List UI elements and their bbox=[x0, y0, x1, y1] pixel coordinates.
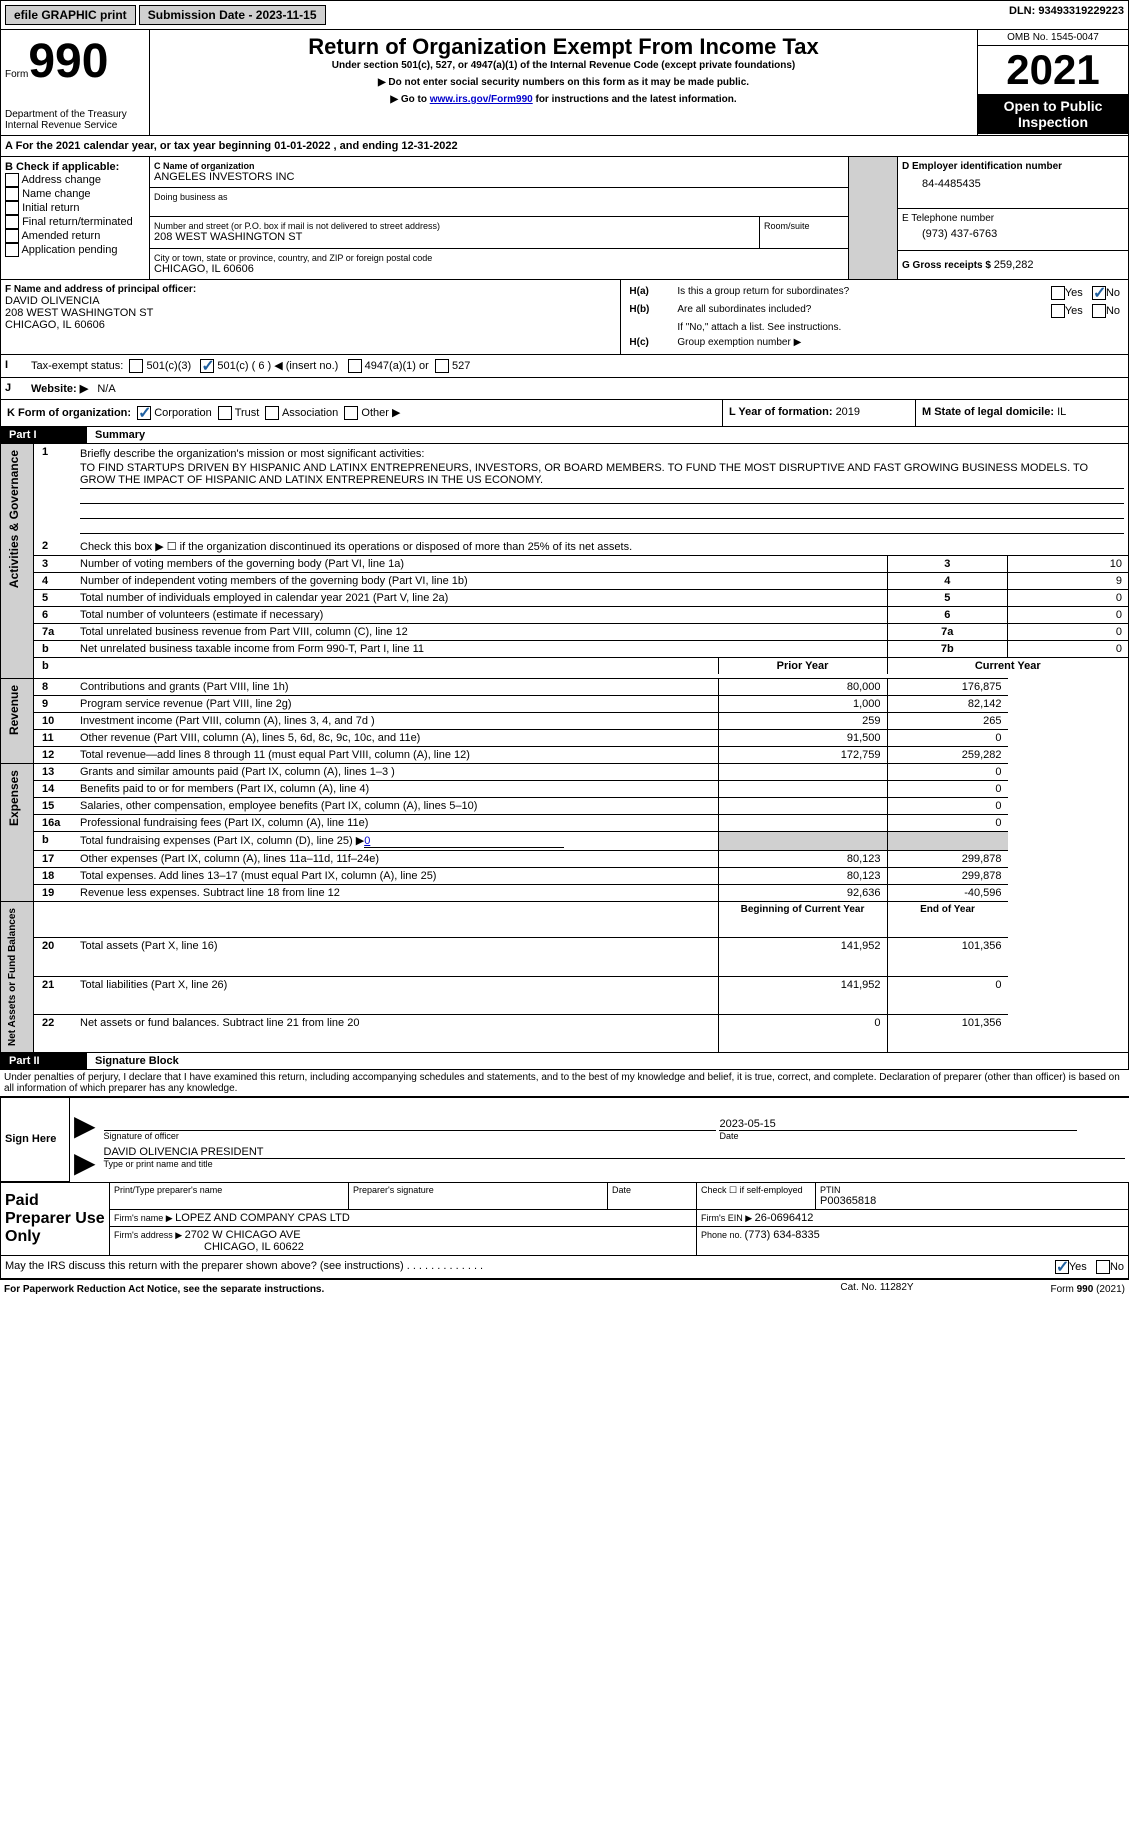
checkbox-amended-return[interactable] bbox=[5, 229, 19, 243]
sidelabel-exp: Expenses bbox=[5, 766, 23, 830]
part2-label: Part II bbox=[1, 1053, 88, 1070]
form-label: Form bbox=[5, 69, 28, 80]
form-title: Return of Organization Exempt From Incom… bbox=[154, 34, 973, 60]
efile-print-button[interactable]: efile GRAPHIC print bbox=[5, 5, 136, 25]
year-formation: 2019 bbox=[836, 406, 860, 418]
city-value: CHICAGO, IL 60606 bbox=[154, 263, 844, 275]
checkbox-discuss-yes[interactable] bbox=[1055, 1260, 1069, 1274]
top-header-bar: efile GRAPHIC print Submission Date - 20… bbox=[0, 0, 1129, 30]
open-public-label: Open to Public Inspection bbox=[978, 94, 1128, 134]
tax-year: 2021 bbox=[978, 46, 1128, 94]
checkbox-final-return[interactable] bbox=[5, 215, 19, 229]
exp-13: 0 bbox=[887, 764, 1008, 781]
val-7a: 0 bbox=[1008, 624, 1129, 641]
checkbox-4947[interactable] bbox=[348, 359, 362, 373]
firm-phone: (773) 634-8335 bbox=[745, 1229, 820, 1241]
val-5: 0 bbox=[1008, 590, 1129, 607]
part1-subtitle: Summary bbox=[87, 427, 1129, 444]
sidelabel-net: Net Assets or Fund Balances bbox=[5, 904, 20, 1050]
checkbox-initial-return[interactable] bbox=[5, 201, 19, 215]
website-value: N/A bbox=[97, 383, 115, 395]
org-name: ANGELES INVESTORS INC bbox=[154, 171, 844, 183]
form-subtitle: Under section 501(c), 527, or 4947(a)(1)… bbox=[154, 60, 973, 71]
paid-preparer-block: Paid Preparer Use Only Print/Type prepar… bbox=[0, 1182, 1129, 1256]
checkbox-hb-no[interactable] bbox=[1092, 304, 1106, 318]
net-20: 101,356 bbox=[887, 938, 1008, 976]
perjury-declaration: Under penalties of perjury, I declare th… bbox=[0, 1070, 1129, 1096]
omb-label: OMB No. 1545-0047 bbox=[978, 30, 1128, 46]
warning1: ▶ Do not enter social security numbers o… bbox=[154, 77, 973, 88]
header-block: B Check if applicable: Address change Na… bbox=[0, 157, 1129, 280]
checkbox-ha-no[interactable] bbox=[1092, 286, 1106, 300]
part1-label: Part I bbox=[1, 427, 88, 444]
dln-label: DLN: 93493319229223 bbox=[821, 1, 1129, 30]
checkbox-address-change[interactable] bbox=[5, 173, 19, 187]
val-3: 10 bbox=[1008, 556, 1129, 573]
checkbox-corporation[interactable] bbox=[137, 406, 151, 420]
state-domicile: IL bbox=[1057, 406, 1066, 418]
line-a: A For the 2021 calendar year, or tax yea… bbox=[0, 136, 1129, 157]
fundraising-link[interactable]: 0 bbox=[364, 835, 370, 847]
checkbox-501c3[interactable] bbox=[129, 359, 143, 373]
exp-16a: 0 bbox=[887, 815, 1008, 832]
checkbox-trust[interactable] bbox=[218, 406, 232, 420]
sidelabel-rev: Revenue bbox=[5, 681, 23, 739]
page-footer: For Paperwork Reduction Act Notice, see … bbox=[0, 1279, 1129, 1299]
f-h-block: F Name and address of principal officer:… bbox=[0, 280, 1129, 355]
sidelabel-ag: Activities & Governance bbox=[5, 446, 23, 592]
checkbox-name-change[interactable] bbox=[5, 187, 19, 201]
officer-printed-name: DAVID OLIVENCIA PRESIDENT bbox=[104, 1146, 1125, 1159]
exp-19: -40,596 bbox=[887, 885, 1008, 902]
part2-subtitle: Signature Block bbox=[87, 1053, 1129, 1070]
rev-10: 265 bbox=[887, 713, 1008, 730]
net-22: 101,356 bbox=[887, 1014, 1008, 1052]
rev-9: 82,142 bbox=[887, 696, 1008, 713]
irs-label: Internal Revenue Service bbox=[5, 120, 145, 131]
officer-name: DAVID OLIVENCIA bbox=[5, 295, 616, 307]
exp-14: 0 bbox=[887, 781, 1008, 798]
checkbox-app-pending[interactable] bbox=[5, 243, 19, 257]
rev-11: 0 bbox=[887, 730, 1008, 747]
gross-receipts: 259,282 bbox=[994, 259, 1034, 271]
sign-here-block: Sign Here ▶ Signature of officer 2023-05… bbox=[0, 1096, 1129, 1182]
val-6: 0 bbox=[1008, 607, 1129, 624]
firm-ein: 26-0696412 bbox=[755, 1212, 814, 1224]
firm-address: 2702 W CHICAGO AVE bbox=[185, 1229, 301, 1241]
checkbox-ha-yes[interactable] bbox=[1051, 286, 1065, 300]
street-value: 208 WEST WASHINGTON ST bbox=[154, 231, 755, 243]
checkbox-527[interactable] bbox=[435, 359, 449, 373]
rev-8: 176,875 bbox=[887, 679, 1008, 696]
sig-date: 2023-05-15 bbox=[719, 1118, 1077, 1131]
warning2: ▶ Go to www.irs.gov/Form990 for instruct… bbox=[154, 94, 973, 105]
exp-18: 299,878 bbox=[887, 868, 1008, 885]
firm-name: LOPEZ AND COMPANY CPAS LTD bbox=[175, 1212, 350, 1224]
checkbox-other[interactable] bbox=[344, 406, 358, 420]
rev-12: 259,282 bbox=[887, 747, 1008, 764]
signature-arrow-icon: ▶ bbox=[74, 1110, 96, 1141]
checkbox-501c[interactable] bbox=[200, 359, 214, 373]
checkbox-hb-yes[interactable] bbox=[1051, 304, 1065, 318]
part1-body: Activities & Governance 1 Briefly descri… bbox=[0, 444, 1129, 1053]
form-header: Form990 Department of the Treasury Inter… bbox=[0, 30, 1129, 136]
irs-link[interactable]: www.irs.gov/Form990 bbox=[430, 94, 533, 105]
submission-date-label: Submission Date - 2023-11-15 bbox=[139, 5, 326, 25]
line-b: B Check if applicable: Address change Na… bbox=[1, 157, 150, 280]
mission-text: TO FIND STARTUPS DRIVEN BY HISPANIC AND … bbox=[80, 460, 1124, 489]
exp-15: 0 bbox=[887, 798, 1008, 815]
val-7b: 0 bbox=[1008, 641, 1129, 658]
ein-value: 84-4485435 bbox=[902, 178, 1124, 190]
val-4: 9 bbox=[1008, 573, 1129, 590]
form-number: 990 bbox=[28, 35, 108, 88]
phone-value: (973) 437-6763 bbox=[902, 228, 1124, 240]
exp-17: 299,878 bbox=[887, 851, 1008, 868]
checkbox-discuss-no[interactable] bbox=[1096, 1260, 1110, 1274]
dept-label: Department of the Treasury bbox=[5, 109, 145, 120]
signature-arrow-icon: ▶ bbox=[74, 1147, 96, 1178]
checkbox-association[interactable] bbox=[265, 406, 279, 420]
ptin-value: P00365818 bbox=[820, 1195, 1124, 1207]
net-21: 0 bbox=[887, 976, 1008, 1014]
